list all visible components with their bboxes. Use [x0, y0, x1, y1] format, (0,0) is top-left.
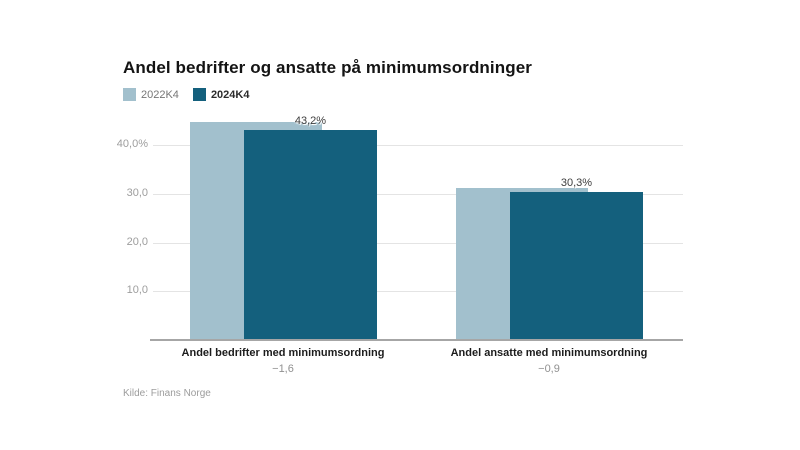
y-tick-label: 20,0	[126, 236, 148, 248]
y-tick-label: 30,0	[126, 187, 148, 199]
legend-item: 2024K4	[192, 88, 250, 101]
gridline	[153, 243, 683, 244]
diff-label: −1,6	[272, 363, 294, 375]
bar-value-label: 30,3%	[560, 177, 593, 190]
diff-label: −0,9	[538, 363, 560, 375]
y-tick-label: 10,0	[126, 284, 148, 296]
gridline	[153, 291, 683, 292]
y-tick-label: 40,0%	[116, 138, 148, 150]
chart-title: Andel bedrifter og ansatte på minimumsor…	[123, 58, 532, 77]
legend-label: 2024K4	[210, 88, 250, 101]
legend-item: 2022K4	[123, 88, 179, 101]
bar-2024K4-0	[244, 129, 377, 340]
x-axis-baseline	[150, 339, 683, 341]
gridline	[153, 145, 683, 146]
chart-legend: 2022K4 2024K4	[123, 88, 249, 101]
category-label: Andel bedrifter med minimumsordning	[181, 347, 385, 359]
category-label: Andel ansatte med minimumsordning	[450, 347, 648, 359]
source-note: Kilde: Finans Norge	[123, 388, 211, 399]
bar-2024K4-1	[510, 192, 643, 340]
gridline	[153, 194, 683, 195]
bar-value-label: 43,2%	[294, 114, 327, 127]
legend-label: 2022K4	[141, 88, 179, 101]
legend-swatch	[192, 88, 206, 101]
legend-swatch	[123, 88, 136, 101]
